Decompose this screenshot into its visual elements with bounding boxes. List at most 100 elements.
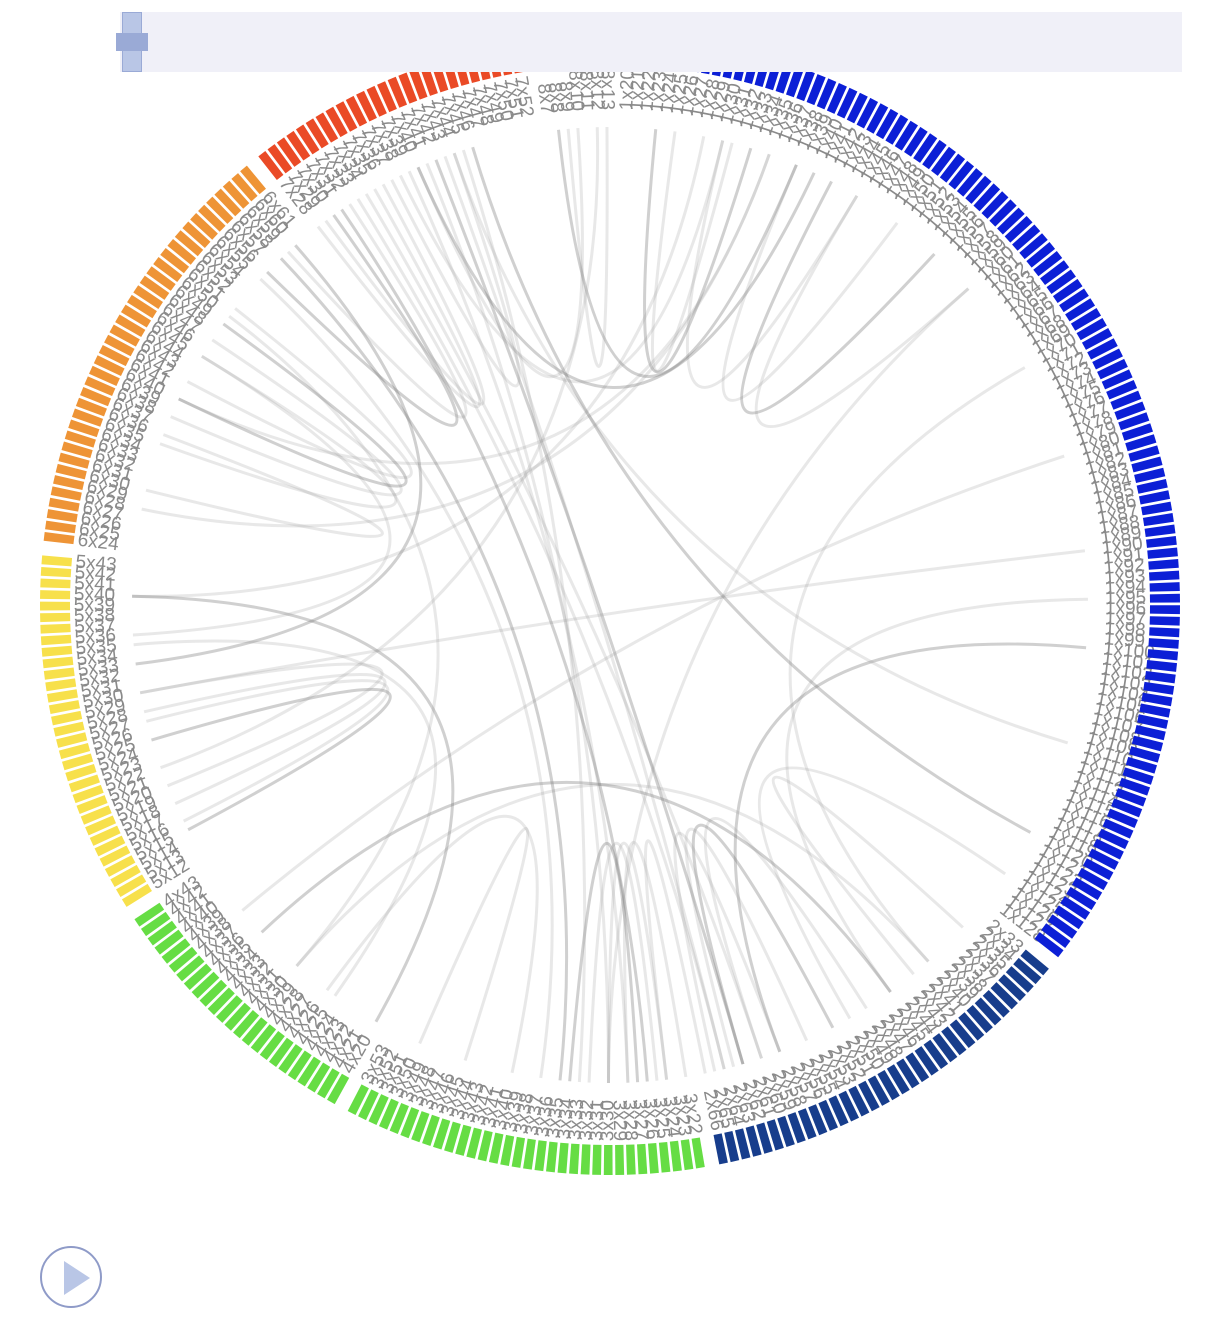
node-bar-7x37[interactable] — [345, 95, 368, 127]
node-bar-2x60[interactable] — [777, 1115, 795, 1147]
node-bar-5x35[interactable] — [41, 645, 73, 657]
node-bar-5x16[interactable] — [99, 845, 131, 867]
node-bar-2x42[interactable] — [949, 1019, 976, 1049]
node-label[interactable]: 3x36 — [532, 1095, 558, 1139]
node-bar-6x24[interactable] — [43, 532, 75, 545]
node-bar-1x116[interactable] — [1102, 818, 1134, 839]
node-bar-5x36[interactable] — [40, 634, 72, 646]
node-bar-6x42[interactable] — [104, 334, 135, 357]
node-label[interactable]: 5x40 — [74, 584, 116, 606]
node-bar-1x95[interactable] — [1149, 593, 1180, 603]
node-bar-3x52[interactable] — [358, 1089, 379, 1121]
node-bar-5x22[interactable] — [72, 784, 104, 804]
node-label[interactable]: 6x24 — [76, 530, 120, 556]
node-bar-3x33[interactable] — [569, 1143, 580, 1175]
timeline-handle-grip[interactable] — [116, 33, 148, 51]
node-bar-6x48[interactable] — [139, 275, 170, 300]
node-bar-3x25[interactable] — [658, 1141, 671, 1173]
node-bar-3x31[interactable] — [592, 1144, 602, 1175]
node-bar-1x61[interactable] — [1019, 233, 1048, 260]
node-bar-1x115[interactable] — [1106, 808, 1138, 829]
node-bar-5x41[interactable] — [40, 578, 71, 589]
node-bar-1x38[interactable] — [816, 78, 837, 110]
node-bar-2x49[interactable] — [886, 1064, 910, 1095]
node-bar-3x46[interactable] — [422, 1114, 440, 1146]
node-label[interactable]: 1x22 — [636, 69, 660, 112]
node-bar-2x59[interactable] — [787, 1112, 806, 1144]
node-bar-3x53[interactable] — [347, 1084, 369, 1116]
node-bar-6x51[interactable] — [160, 247, 190, 274]
node-label[interactable]: 5x33 — [77, 655, 120, 681]
node-bar-2x51[interactable] — [867, 1075, 890, 1106]
node-bar-1x43[interactable] — [866, 103, 889, 134]
node-bar-3x30[interactable] — [603, 1144, 613, 1175]
node-bar-4x36[interactable] — [183, 963, 212, 991]
node-bar-4x32[interactable] — [215, 995, 243, 1023]
node-bar-2x39[interactable] — [974, 997, 1002, 1026]
node-bar-4x23[interactable] — [297, 1056, 321, 1087]
node-bar-5x33[interactable] — [43, 667, 75, 680]
node-bar-1x98[interactable] — [1149, 627, 1180, 638]
node-label[interactable]: 5x35 — [75, 635, 118, 659]
node-label[interactable]: 5x36 — [74, 625, 116, 649]
node-bar-3x41[interactable] — [477, 1130, 493, 1162]
node-bar-3x36[interactable] — [534, 1140, 547, 1172]
node-bar-2x58[interactable] — [797, 1108, 817, 1140]
node-bar-1x96[interactable] — [1149, 605, 1180, 615]
node-bar-3x22[interactable] — [691, 1137, 705, 1169]
node-bar-1x126[interactable] — [1047, 914, 1078, 939]
node-label[interactable]: 3x30 — [597, 1100, 618, 1141]
node-bar-7x29[interactable] — [267, 144, 293, 174]
node-bar-1x127[interactable] — [1041, 923, 1071, 949]
node-bar-1x85[interactable] — [1136, 478, 1168, 494]
node-bar-4x25[interactable] — [278, 1044, 303, 1074]
node-bar-7x35[interactable] — [325, 106, 348, 138]
node-bar-4x21[interactable] — [317, 1068, 340, 1099]
node-bar-1x56[interactable] — [981, 191, 1009, 219]
node-bar-3x35[interactable] — [546, 1141, 558, 1173]
node-bar-1x72[interactable] — [1087, 338, 1118, 360]
node-bar-1x102[interactable] — [1144, 670, 1176, 684]
node-bar-7x42[interactable] — [398, 72, 418, 104]
node-label[interactable]: 1x21 — [626, 69, 649, 111]
node-bar-1x69[interactable] — [1070, 308, 1102, 331]
node-bar-1x99[interactable] — [1148, 638, 1179, 649]
node-bar-6x26[interactable] — [46, 509, 78, 523]
node-bar-4x43[interactable] — [134, 902, 165, 927]
node-bar-3x49[interactable] — [389, 1103, 409, 1135]
node-bar-7x39[interactable] — [366, 85, 387, 117]
node-bar-2x47[interactable] — [905, 1052, 930, 1083]
node-bar-1x36[interactable] — [796, 70, 815, 102]
node-bar-1x113[interactable] — [1115, 788, 1147, 807]
node-label[interactable]: 3x25 — [649, 1097, 674, 1140]
node-bar-5x30[interactable] — [48, 700, 80, 715]
node-bar-1x118[interactable] — [1093, 838, 1124, 860]
node-bar-1x88[interactable] — [1142, 513, 1174, 527]
node-bar-1x41[interactable] — [846, 92, 868, 124]
node-bar-4x28[interactable] — [250, 1024, 277, 1053]
node-label[interactable]: 5x43 — [75, 552, 118, 576]
node-bar-1x66[interactable] — [1052, 278, 1083, 303]
node-bar-1x103[interactable] — [1143, 681, 1175, 695]
node-bar-1x121[interactable] — [1077, 867, 1108, 891]
node-label[interactable]: 1x90 — [1101, 533, 1144, 559]
node-bar-3x38[interactable] — [511, 1136, 526, 1168]
node-bar-1x48[interactable] — [913, 133, 938, 163]
node-bar-2x64[interactable] — [734, 1128, 751, 1160]
node-bar-1x63[interactable] — [1033, 251, 1063, 277]
node-bar-4x38[interactable] — [168, 946, 198, 973]
node-label[interactable]: 1x24 — [656, 71, 682, 115]
node-bar-2x48[interactable] — [896, 1058, 920, 1089]
node-bar-5x38[interactable] — [40, 612, 71, 623]
node-bar-1x67[interactable] — [1059, 288, 1089, 313]
node-label[interactable]: 3x31 — [586, 1100, 608, 1142]
play-button[interactable] — [40, 1246, 102, 1308]
node-bar-1x75[interactable] — [1101, 369, 1133, 390]
node-bar-5x17[interactable] — [94, 835, 126, 857]
node-bar-1x42[interactable] — [856, 97, 879, 129]
node-bar-3x47[interactable] — [411, 1111, 430, 1143]
node-bar-6x56[interactable] — [198, 204, 226, 232]
node-bar-1x93[interactable] — [1149, 570, 1180, 581]
node-bar-7x40[interactable] — [377, 81, 397, 113]
node-bar-1x52[interactable] — [948, 160, 975, 190]
